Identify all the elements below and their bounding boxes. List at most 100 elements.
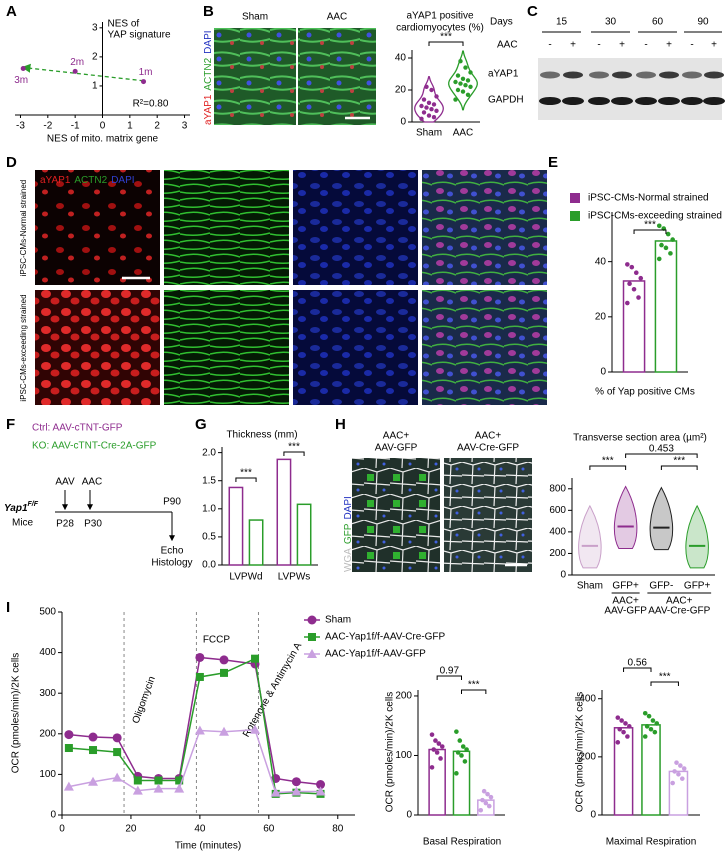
scheme-text: Histology — [151, 558, 192, 569]
blot-label: aYAP1 — [488, 69, 519, 80]
data-point — [455, 750, 461, 755]
micrograph — [422, 170, 547, 285]
x-tick-label: LVPWd — [229, 572, 262, 583]
chart-title: Thickness (mm) — [226, 430, 297, 441]
scheme-text: Echo — [161, 546, 184, 557]
significance-label: *** — [644, 220, 656, 231]
group-label: AAC+ — [612, 596, 639, 607]
data-point — [668, 251, 673, 256]
data-point — [439, 744, 445, 749]
data-point — [486, 803, 492, 809]
scheme-text: Yap1F/F — [4, 501, 39, 514]
legend-label: AAC-Yap1f/f-AAV-GFP — [325, 649, 426, 660]
blot-label: 15 — [556, 17, 568, 28]
y-tick-label: 1.5 — [202, 475, 216, 486]
point-label: 3m — [14, 75, 28, 86]
injection-label: Oligomycin — [131, 675, 158, 725]
y-tick-label: 40 — [595, 256, 607, 267]
data-point — [648, 726, 654, 732]
x-tick-label: GFP- — [649, 581, 673, 592]
data-point — [434, 108, 439, 114]
column-label: AAC — [327, 12, 348, 23]
bar — [276, 458, 292, 566]
data-point — [141, 79, 147, 85]
x-tick-label: 1 — [127, 121, 133, 132]
x-tick-label: 0 — [100, 121, 106, 132]
data-point — [419, 103, 424, 109]
significance-label: *** — [440, 32, 452, 43]
blot-label: 90 — [697, 17, 709, 28]
data-point — [460, 744, 466, 749]
data-point — [431, 747, 437, 752]
annotation: R²=0.80 — [133, 99, 169, 110]
y-tick-label: 3 — [92, 22, 98, 33]
x-tick-label: LVPWs — [278, 572, 311, 583]
data-point — [625, 262, 630, 267]
group-label: AAV-Cre-GFP — [648, 606, 710, 617]
panel-letter: B — [203, 3, 214, 20]
data-point — [63, 781, 74, 791]
y-tick-label: 400 — [39, 647, 56, 658]
data-point — [64, 730, 74, 740]
blot-band — [539, 97, 561, 105]
column-label: AAV-Cre-GFP — [457, 443, 519, 454]
y-tick-label: 0.5 — [202, 532, 216, 543]
stain-label: DAPI — [343, 496, 354, 519]
bar — [296, 503, 312, 566]
data-point — [646, 713, 652, 719]
injection-label: Rotenone & Antimycin A — [241, 641, 304, 740]
blot-label: 30 — [605, 17, 617, 28]
panel-letter: F — [6, 416, 15, 433]
blot-band — [540, 71, 560, 79]
data-point — [678, 763, 683, 768]
data-point — [429, 87, 434, 93]
stain-label: aYAP1ACTN2DAPI — [203, 30, 214, 125]
data-point — [656, 256, 662, 262]
micrograph — [352, 458, 440, 572]
data-point — [270, 787, 281, 797]
significance-bracket — [623, 667, 652, 672]
significance-label: *** — [659, 672, 671, 683]
data-point — [454, 771, 459, 776]
significance-label: *** — [288, 442, 300, 453]
blot-label: - — [690, 40, 693, 51]
scheme-text: AAC — [82, 477, 103, 488]
column-label: AAV-GFP — [375, 443, 418, 454]
x-tick-label: 40 — [194, 824, 206, 835]
y-tick-label: 300 — [39, 688, 56, 699]
data-point — [633, 270, 639, 275]
stain-label: ACTN2 — [203, 57, 214, 90]
y-axis-label: OCR (pmoles/min)/2K cells — [11, 653, 22, 774]
x-tick-label: -3 — [16, 121, 25, 132]
blot-band — [636, 71, 656, 79]
legend-swatch — [570, 211, 580, 221]
stain-label: aYAP1 — [40, 175, 71, 186]
data-point — [463, 65, 468, 70]
x-tick-label: 3 — [182, 121, 188, 132]
significance-bracket — [633, 229, 667, 234]
violin — [578, 504, 602, 569]
data-point — [433, 738, 438, 743]
legend-marker — [307, 615, 317, 625]
column-label: Sham — [242, 12, 268, 23]
blot-label: + — [711, 40, 717, 51]
panel-letter: D — [6, 154, 17, 171]
blot-label: - — [597, 40, 600, 51]
data-point — [219, 655, 229, 665]
scheme-text: P28 — [56, 519, 74, 530]
series-line — [68, 728, 321, 794]
data-point — [89, 746, 98, 755]
data-point — [459, 753, 464, 758]
legend-marker — [308, 633, 316, 641]
scheme-text: Yap1 — [4, 503, 28, 514]
data-point — [419, 116, 424, 122]
blot-band — [704, 71, 724, 79]
data-point — [438, 756, 443, 761]
x-tick-label: 2 — [154, 121, 160, 132]
data-point — [64, 744, 73, 753]
micrograph — [164, 290, 289, 405]
trend-line — [21, 63, 144, 82]
bar — [228, 486, 244, 566]
y-tick-label: 400 — [549, 527, 566, 538]
